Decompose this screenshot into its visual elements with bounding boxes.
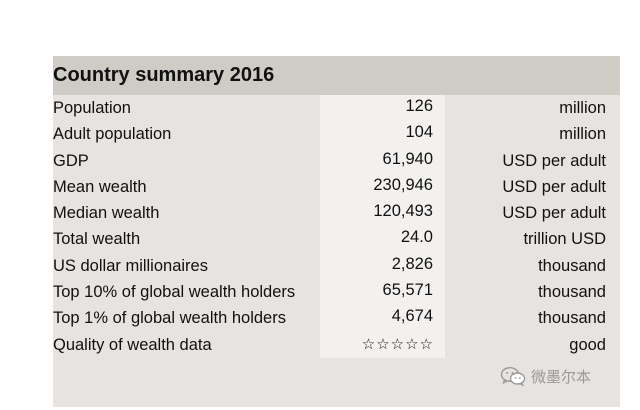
row-value: 65,571 bbox=[382, 281, 433, 300]
row-unit: thousand bbox=[538, 309, 606, 328]
table-row: Adult population 104 million bbox=[53, 121, 620, 147]
row-label: US dollar millionaires bbox=[53, 256, 208, 275]
row-unit: trillion USD bbox=[523, 230, 606, 249]
row-value: 230,946 bbox=[373, 175, 433, 194]
row-value: 4,674 bbox=[391, 307, 433, 326]
table-row: Top 10% of global wealth holders 65,571 … bbox=[53, 279, 620, 305]
row-label: Median wealth bbox=[53, 204, 160, 223]
row-label: GDP bbox=[53, 151, 89, 170]
row-value: 2,826 bbox=[391, 254, 433, 273]
country-summary-table: Country summary 2016 Population 126 mill… bbox=[53, 56, 620, 407]
row-value: 120,493 bbox=[373, 202, 433, 221]
row-label: Top 10% of global wealth holders bbox=[53, 283, 296, 302]
table-title-bar: Country summary 2016 bbox=[53, 56, 620, 95]
wechat-icon bbox=[500, 366, 526, 386]
row-label: Mean wealth bbox=[53, 177, 147, 196]
row-value: 61,940 bbox=[382, 149, 433, 168]
row-label: Quality of wealth data bbox=[53, 335, 212, 354]
quality-stars-rating: ☆☆☆☆☆ bbox=[361, 334, 434, 353]
table-row: US dollar millionaires 2,826 thousand bbox=[53, 253, 620, 279]
table-row: GDP 61,940 USD per adult bbox=[53, 148, 620, 174]
row-unit: good bbox=[569, 335, 606, 354]
row-label: Total wealth bbox=[53, 230, 141, 249]
row-label: Population bbox=[53, 99, 131, 117]
row-unit: million bbox=[559, 125, 606, 144]
value-column-background bbox=[320, 95, 445, 358]
row-unit: USD per adult bbox=[502, 177, 606, 196]
table-title: Country summary 2016 bbox=[53, 64, 275, 86]
row-value: 24.0 bbox=[400, 228, 433, 247]
table-row: Quality of wealth data ☆☆☆☆☆ good bbox=[53, 332, 620, 358]
watermark-text: 微墨尔本 bbox=[531, 367, 592, 386]
table-row: Population 126 million bbox=[53, 95, 620, 121]
table-body: Population 126 million Adult population … bbox=[53, 95, 620, 358]
table-row: Top 1% of global wealth holders 4,674 th… bbox=[53, 305, 620, 331]
row-unit: USD per adult bbox=[502, 151, 606, 170]
table-row: Median wealth 120,493 USD per adult bbox=[53, 200, 620, 226]
row-label: Adult population bbox=[53, 125, 172, 144]
row-label: Top 1% of global wealth holders bbox=[53, 309, 286, 328]
row-unit: million bbox=[559, 99, 606, 117]
row-value: 104 bbox=[405, 123, 433, 142]
table-row: Mean wealth 230,946 USD per adult bbox=[53, 174, 620, 200]
row-value: 126 bbox=[405, 97, 433, 115]
row-unit: thousand bbox=[538, 256, 606, 275]
table-row: Total wealth 24.0 trillion USD bbox=[53, 226, 620, 252]
row-unit: thousand bbox=[538, 283, 606, 302]
watermark: 微墨尔本 bbox=[500, 364, 591, 388]
row-unit: USD per adult bbox=[502, 204, 606, 223]
